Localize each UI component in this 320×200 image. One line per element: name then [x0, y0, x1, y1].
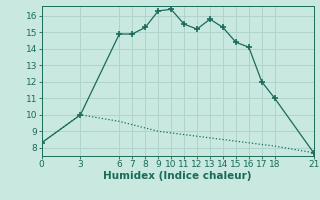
X-axis label: Humidex (Indice chaleur): Humidex (Indice chaleur): [103, 171, 252, 181]
